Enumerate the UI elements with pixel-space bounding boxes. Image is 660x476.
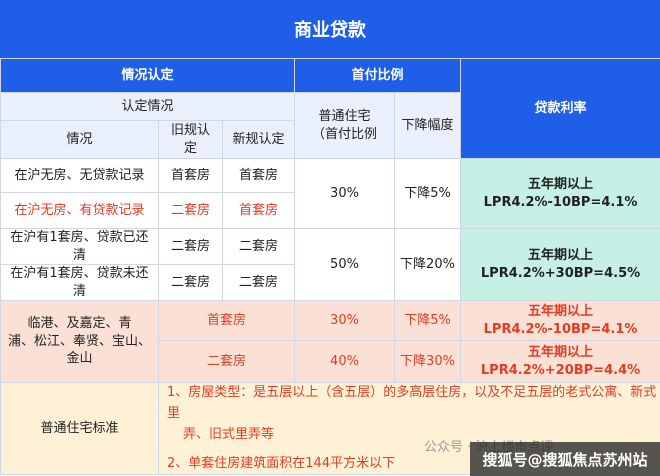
ordinary-house-line-1: 普通住宅 <box>318 108 371 124</box>
group2-decrease: 下降20% <box>393 227 462 302</box>
group2-rate: 五年期以上 LPR4.2%+30BP=4.5% <box>460 227 660 302</box>
row1-situation: 在沪无房、无贷款记录 <box>0 158 159 193</box>
header-cert-situation: 认定情况 <box>0 92 295 121</box>
standard-rule1-line-1: 1、房屋类型：是五层以上（含五层）的多高层住房，以及不足五层的老式公寓、新式里 <box>167 385 657 421</box>
row4-old: 二套房 <box>158 264 223 302</box>
group1-ratio: 30% <box>294 158 395 229</box>
standard-rule2: 2、单套住房建筑面积在144平方米以下 <box>167 455 396 471</box>
group2-rate-line-2: LPR4.2%+30BP=4.5% <box>480 265 641 281</box>
row3-situation: 在沪有1套房、贷款已还清 <box>0 227 159 266</box>
standard-rule1-line-2: 弄、旧式里弄等 <box>183 426 275 442</box>
header-down-payment: 首付比例 <box>293 58 462 93</box>
region-first-rate-line-2: LPR4.2%-10BP=4.1% <box>483 321 638 337</box>
old-rule-line-1: 旧规认 <box>170 122 210 138</box>
group1-rate-line-2: LPR4.2%-10BP=4.1% <box>483 194 638 210</box>
page-title: 商业贷款 <box>0 0 660 58</box>
group2-ratio: 50% <box>294 227 395 302</box>
region-first-rate: 五年期以上 LPR4.2%-10BP=4.1% <box>460 300 660 342</box>
region-second-rate-line-2: LPR4.2%+20BP=4.4% <box>480 362 641 378</box>
region-first-label: 首套房 <box>158 300 295 342</box>
row4-new: 二套房 <box>222 264 295 302</box>
header-situation: 情况 <box>0 120 159 159</box>
region-name: 临港、及嘉定、青 浦、松江、奉贤、宝山、 金山 <box>0 300 159 384</box>
standard-label: 普通住宅标准 <box>0 382 159 476</box>
region-first-ratio: 30% <box>294 300 395 342</box>
header-new-rule: 新规认定 <box>222 120 295 159</box>
header-situation-cert: 情况认定 <box>0 58 295 93</box>
standard-rules: 1、房屋类型：是五层以上（含五层）的多高层住房，以及不足五层的老式公寓、新式里 … <box>157 382 660 476</box>
loan-table: 情况认定 首付比例 贷款利率 认定情况 普通住宅 （首付比例 下降幅度 情况 旧… <box>0 58 660 476</box>
header-old-rule: 旧规认 定 <box>158 120 223 159</box>
row2-new: 首套房 <box>222 192 295 229</box>
watermark-badge: 搜狐号@搜狐焦点苏州站 <box>470 442 660 476</box>
region-second-label: 二套房 <box>158 340 295 384</box>
row3-old: 二套房 <box>158 227 223 266</box>
group2-rate-line-1: 五年期以上 <box>528 248 594 264</box>
region-second-decrease: 下降30% <box>393 340 462 384</box>
row3-new: 二套房 <box>222 227 295 266</box>
region-name-line-2: 浦、松江、奉贤、宝山、 <box>7 333 151 349</box>
row4-situation: 在沪有1套房、贷款未还清 <box>0 264 159 302</box>
region-second-rate-line-1: 五年期以上 <box>528 345 594 361</box>
ordinary-house-line-2: （首付比例 <box>311 126 377 142</box>
row1-new: 首套房 <box>222 158 295 193</box>
region-second-ratio: 40% <box>294 340 395 384</box>
old-rule-line-2: 定 <box>183 140 197 156</box>
region-name-line-1: 临港、及嘉定、青 <box>27 316 132 332</box>
group1-rate: 五年期以上 LPR4.2%-10BP=4.1% <box>460 158 660 229</box>
group1-decrease: 下降5% <box>393 158 462 229</box>
row2-old: 二套房 <box>158 192 223 229</box>
header-ordinary-house: 普通住宅 （首付比例 <box>294 92 395 159</box>
region-first-decrease: 下降5% <box>393 300 462 342</box>
header-loan-rate: 贷款利率 <box>460 58 660 159</box>
row1-old: 首套房 <box>158 158 223 193</box>
region-name-line-3: 金山 <box>66 351 93 367</box>
region-second-rate: 五年期以上 LPR4.2%+20BP=4.4% <box>460 340 660 384</box>
region-first-rate-line-1: 五年期以上 <box>528 304 594 320</box>
header-decrease: 下降幅度 <box>393 92 462 159</box>
row2-situation: 在沪无房、有贷款记录 <box>0 192 159 229</box>
group1-rate-line-1: 五年期以上 <box>528 176 594 192</box>
